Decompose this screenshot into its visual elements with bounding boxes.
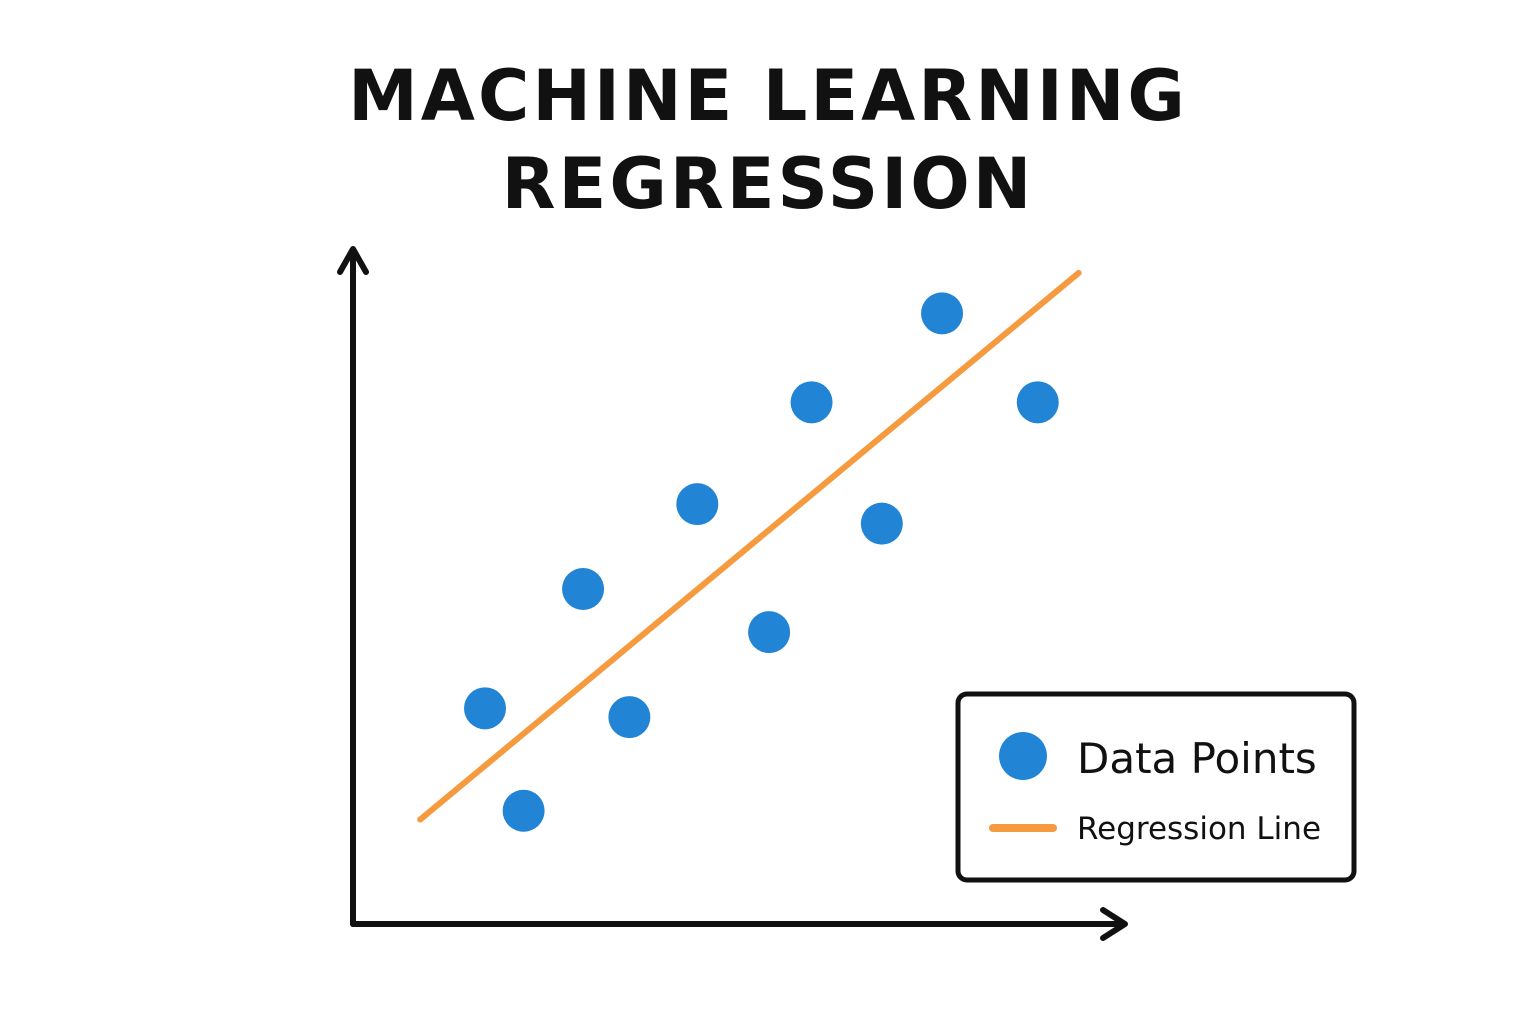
data-point xyxy=(676,483,719,526)
data-point xyxy=(921,292,964,335)
data-point xyxy=(1016,381,1059,424)
data-point xyxy=(464,687,507,730)
legend-label-regression-line: Regression Line xyxy=(1077,811,1321,847)
regression-line xyxy=(417,269,1082,823)
chart-title-line-2: REGRESSION xyxy=(501,143,1035,225)
legend-label-data-points: Data Points xyxy=(1077,734,1317,783)
y-axis-arrowhead xyxy=(337,246,369,275)
regression-line-layer xyxy=(417,269,1082,823)
data-point xyxy=(608,696,651,739)
legend-point-swatch xyxy=(999,732,1047,780)
legend-box xyxy=(955,691,1357,883)
data-point xyxy=(502,789,545,832)
chart-title-line-1: MACHINE LEARNING xyxy=(348,55,1188,137)
data-point xyxy=(860,502,903,545)
legend: Data Points Regression Line xyxy=(955,691,1357,883)
data-point xyxy=(790,381,833,424)
data-point xyxy=(562,568,605,611)
chart-title: MACHINE LEARNING REGRESSION xyxy=(0,52,1536,228)
x-axis-arrowhead xyxy=(1100,907,1128,941)
axes xyxy=(337,246,1128,941)
data-point xyxy=(748,611,791,654)
data-points-layer xyxy=(464,292,1059,832)
